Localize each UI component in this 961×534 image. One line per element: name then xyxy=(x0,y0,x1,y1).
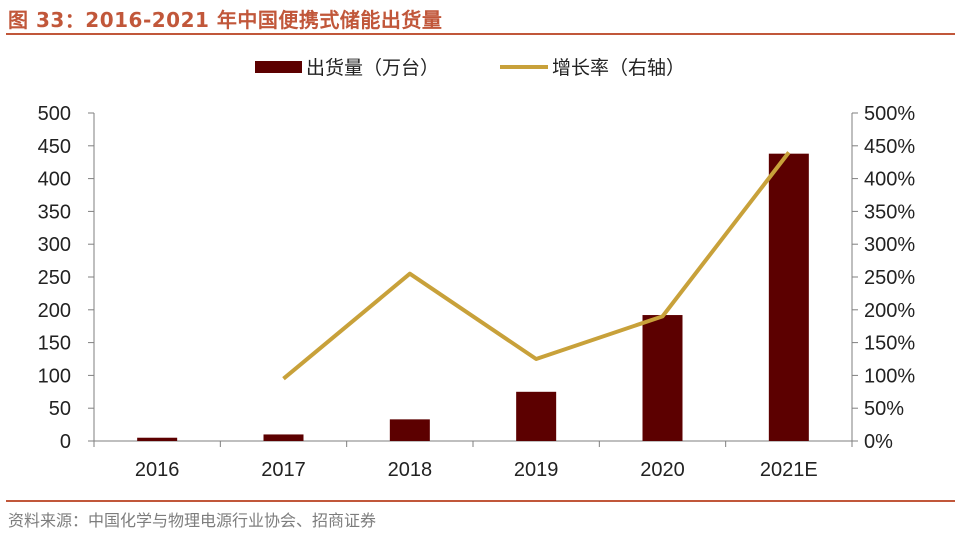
bar-2017 xyxy=(263,434,304,441)
left-tick-label: 50 xyxy=(49,398,71,420)
right-tick-label: 150% xyxy=(864,333,915,355)
figure-title: 图 33：2016-2021 年中国便携式储能出货量 xyxy=(8,8,443,32)
left-tick-label: 450 xyxy=(38,136,71,158)
bar-2021E xyxy=(768,153,809,441)
x-tick-label: 2019 xyxy=(514,459,559,481)
right-tick-label: 50% xyxy=(864,398,904,420)
title-divider xyxy=(6,33,955,35)
right-tick-label: 250% xyxy=(864,267,915,289)
bar-series xyxy=(137,153,809,441)
axes: 0 50 100 150 200 250 300 350 400 450 500 0% 50% 100% 1… xyxy=(38,103,916,481)
x-tick-label: 2020 xyxy=(640,459,685,481)
left-tick-label: 400 xyxy=(38,169,71,191)
bar-2018 xyxy=(389,419,430,441)
legend-line-label: 增长率（右轴） xyxy=(552,57,685,79)
left-tick-label: 150 xyxy=(38,333,71,355)
x-tick-label: 2017 xyxy=(261,459,306,481)
left-tick-label: 300 xyxy=(38,234,71,256)
bar-2019 xyxy=(516,391,557,441)
growth-rate-line xyxy=(282,151,791,381)
line-series xyxy=(282,151,791,381)
left-tick-label: 350 xyxy=(38,201,71,223)
chart: 出货量（万台） 增长率（右轴） 0 50 100 150 200 250 300 350 400… xyxy=(38,57,916,481)
right-tick-label: 350% xyxy=(864,201,915,223)
x-tick-label: 2016 xyxy=(135,459,180,481)
right-tick-label: 200% xyxy=(864,300,915,322)
right-tick-label: 0% xyxy=(864,431,893,453)
right-tick-label: 400% xyxy=(864,169,915,191)
left-tick-label: 100 xyxy=(38,365,71,387)
x-tick-label: 2018 xyxy=(388,459,433,481)
left-tick-label: 200 xyxy=(38,300,71,322)
right-tick-label: 100% xyxy=(864,365,915,387)
right-tick-label: 300% xyxy=(864,234,915,256)
right-tick-label: 450% xyxy=(864,136,915,158)
bar-2020 xyxy=(642,315,683,441)
footer-divider xyxy=(6,500,955,502)
left-tick-label: 250 xyxy=(38,267,71,289)
legend-bar-label: 出货量（万台） xyxy=(306,57,439,79)
x-tick-label: 2021E xyxy=(760,459,818,481)
legend-bar-swatch xyxy=(255,61,302,73)
source-note: 资料来源：中国化学与物理电源行业协会、招商证券 xyxy=(8,511,377,530)
left-tick-label: 0 xyxy=(60,431,71,453)
right-tick-label: 500% xyxy=(864,103,915,125)
bar-2016 xyxy=(137,437,178,441)
left-tick-label: 500 xyxy=(38,103,71,125)
legend: 出货量（万台） 增长率（右轴） xyxy=(255,57,685,79)
